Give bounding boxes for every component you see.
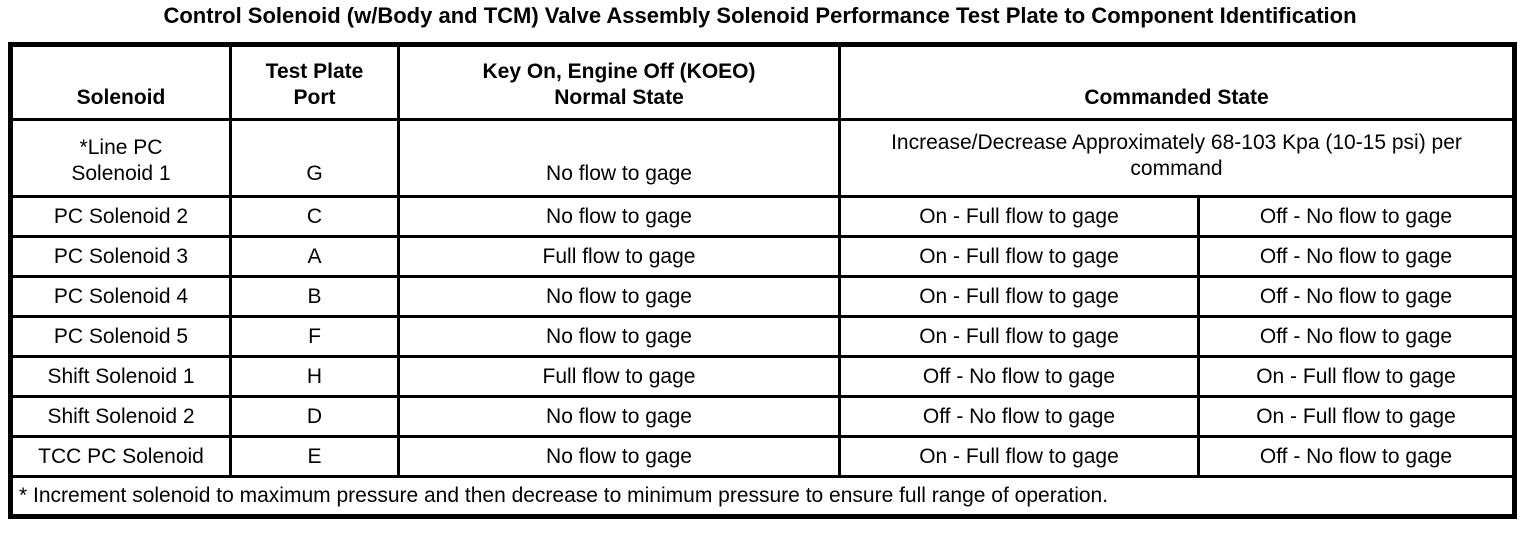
cell-port: G xyxy=(229,118,400,198)
table-row: PC Solenoid 5 F No flow to gage On - Ful… xyxy=(9,315,1516,358)
header-koeo-normal-state: Key On, Engine Off (KOEO) Normal State xyxy=(397,43,841,121)
table-row: Shift Solenoid 2 D No flow to gage Off -… xyxy=(9,395,1516,438)
cell-commanded-left: Off - No flow to gage xyxy=(838,395,1200,438)
cell-solenoid: Shift Solenoid 1 xyxy=(9,355,232,398)
cell-normal-state: No flow to gage xyxy=(397,195,841,238)
cell-commanded-left: On - Full flow to gage xyxy=(838,315,1200,358)
solenoid-performance-table: Solenoid Test Plate Port Key On, Engine … xyxy=(8,42,1517,519)
cell-port: F xyxy=(229,315,400,358)
footnote-text: * Increment solenoid to maximum pressure… xyxy=(9,475,1516,518)
cell-solenoid: PC Solenoid 2 xyxy=(9,195,232,238)
table-row: TCC PC Solenoid E No flow to gage On - F… xyxy=(9,435,1516,478)
header-test-plate-port: Test Plate Port xyxy=(229,43,400,121)
cell-solenoid: PC Solenoid 4 xyxy=(9,275,232,318)
cell-normal-state: Full flow to gage xyxy=(397,355,841,398)
table-row: *Line PC Solenoid 1 G No flow to gage In… xyxy=(9,118,1516,198)
header-row: Solenoid Test Plate Port Key On, Engine … xyxy=(9,43,1516,121)
cell-solenoid: TCC PC Solenoid xyxy=(9,435,232,478)
cell-commanded-left: On - Full flow to gage xyxy=(838,435,1200,478)
cell-normal-state: No flow to gage xyxy=(397,275,841,318)
cell-normal-state: No flow to gage xyxy=(397,435,841,478)
cell-commanded-right: Off - No flow to gage xyxy=(1197,195,1516,238)
cell-commanded-left: On - Full flow to gage xyxy=(838,235,1200,278)
cell-port: H xyxy=(229,355,400,398)
cell-commanded-right: Off - No flow to gage xyxy=(1197,315,1516,358)
table-row: Shift Solenoid 1 H Full flow to gage Off… xyxy=(9,355,1516,398)
cell-port: C xyxy=(229,195,400,238)
cell-commanded-right: Off - No flow to gage xyxy=(1197,235,1516,278)
cell-commanded-right: On - Full flow to gage xyxy=(1197,355,1516,398)
cell-port: B xyxy=(229,275,400,318)
header-commanded-state: Commanded State xyxy=(838,43,1516,121)
cell-port: E xyxy=(229,435,400,478)
cell-port: D xyxy=(229,395,400,438)
table-row: PC Solenoid 2 C No flow to gage On - Ful… xyxy=(9,195,1516,238)
cell-commanded-right: Off - No flow to gage xyxy=(1197,435,1516,478)
cell-normal-state: Full flow to gage xyxy=(397,235,841,278)
cell-commanded-right: Off - No flow to gage xyxy=(1197,275,1516,318)
footnote-row: * Increment solenoid to maximum pressure… xyxy=(9,475,1516,518)
cell-solenoid: PC Solenoid 5 xyxy=(9,315,232,358)
cell-commanded-left: On - Full flow to gage xyxy=(838,275,1200,318)
cell-solenoid: *Line PC Solenoid 1 xyxy=(9,118,232,198)
cell-commanded-state: Increase/Decrease Approximately 68-103 K… xyxy=(838,118,1516,198)
page-title: Control Solenoid (w/Body and TCM) Valve … xyxy=(163,3,1357,28)
cell-commanded-left: Off - No flow to gage xyxy=(838,355,1200,398)
table-row: PC Solenoid 3 A Full flow to gage On - F… xyxy=(9,235,1516,278)
cell-normal-state: No flow to gage xyxy=(397,395,841,438)
cell-port: A xyxy=(229,235,400,278)
cell-solenoid: Shift Solenoid 2 xyxy=(9,395,232,438)
header-solenoid: Solenoid xyxy=(9,43,232,121)
cell-normal-state: No flow to gage xyxy=(397,118,841,198)
table-row: PC Solenoid 4 B No flow to gage On - Ful… xyxy=(9,275,1516,318)
cell-commanded-right: On - Full flow to gage xyxy=(1197,395,1516,438)
cell-normal-state: No flow to gage xyxy=(397,315,841,358)
cell-commanded-left: On - Full flow to gage xyxy=(838,195,1200,238)
cell-solenoid: PC Solenoid 3 xyxy=(9,235,232,278)
